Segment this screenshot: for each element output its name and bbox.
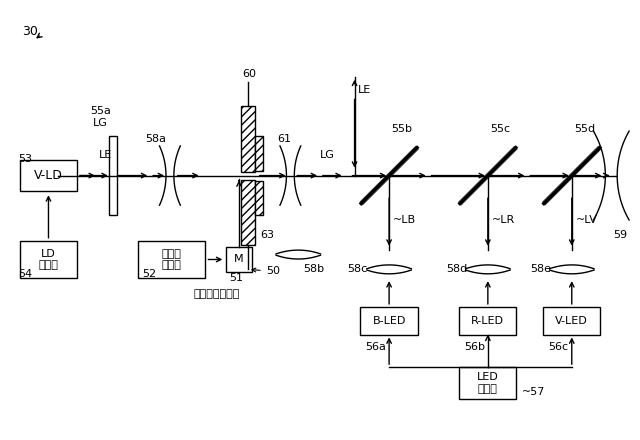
Text: LE: LE [99, 150, 112, 160]
Bar [255, 180, 263, 215]
Text: ~LR: ~LR [492, 215, 515, 225]
Text: V-LED: V-LED [556, 316, 588, 326]
Text: 56c: 56c [548, 342, 568, 352]
Text: 58c: 58c [348, 264, 368, 275]
Bar [543, 307, 600, 334]
Text: モータ
駆動部: モータ 駆動部 [162, 249, 182, 270]
Bar [241, 106, 255, 172]
Text: 56a: 56a [365, 342, 387, 352]
Text: M: M [234, 254, 244, 264]
Text: 52: 52 [142, 269, 156, 279]
Text: 58a: 58a [145, 134, 166, 144]
Text: LD
駆動部: LD 駆動部 [38, 249, 58, 270]
Bar [241, 180, 255, 245]
Bar [20, 160, 77, 191]
Bar [20, 241, 77, 278]
Text: 55d: 55d [573, 124, 595, 134]
Text: 55b: 55b [391, 124, 412, 134]
Text: 50: 50 [252, 266, 280, 276]
Bar [255, 136, 263, 171]
Text: 54: 54 [18, 269, 32, 279]
Text: （回転蛍光体）: （回転蛍光体） [194, 289, 240, 299]
Text: 55c: 55c [490, 124, 510, 134]
Text: ~57: ~57 [522, 387, 545, 397]
Bar [460, 307, 516, 334]
Text: ~LV: ~LV [576, 215, 598, 225]
Text: 51: 51 [229, 273, 243, 283]
Text: LED
駆動部: LED 駆動部 [477, 372, 499, 394]
Text: ~LB: ~LB [393, 215, 416, 225]
Bar [360, 307, 418, 334]
Text: 55a: 55a [90, 106, 111, 117]
Bar [138, 241, 205, 278]
Text: B-LED: B-LED [372, 316, 406, 326]
Text: 58d: 58d [446, 264, 468, 275]
Text: LG: LG [93, 118, 108, 128]
Text: LE: LE [358, 85, 371, 95]
Text: 58e: 58e [531, 264, 551, 275]
Bar [109, 136, 116, 215]
Text: 58b: 58b [303, 264, 324, 275]
Text: 59: 59 [613, 230, 627, 240]
Text: R-LED: R-LED [471, 316, 504, 326]
Bar [226, 247, 252, 272]
Text: 61: 61 [278, 134, 291, 144]
Text: 60: 60 [242, 69, 256, 79]
Text: V-LD: V-LD [34, 169, 63, 182]
Text: LG: LG [320, 150, 335, 160]
Text: 53: 53 [18, 154, 32, 164]
Bar [460, 367, 516, 399]
Text: 63: 63 [260, 230, 274, 240]
Text: 56b: 56b [464, 342, 485, 352]
Text: 30: 30 [22, 25, 38, 37]
